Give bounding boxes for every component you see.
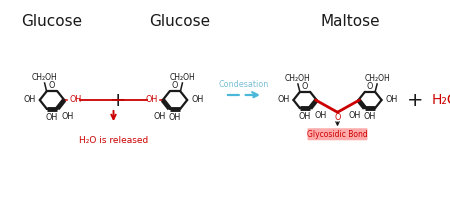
Text: Condesation: Condesation — [219, 80, 269, 89]
Text: O: O — [302, 82, 308, 91]
Text: O: O — [334, 113, 341, 122]
Text: OH: OH — [191, 96, 203, 104]
Text: +: + — [110, 91, 126, 109]
Text: +: + — [407, 91, 423, 109]
Text: OH: OH — [169, 113, 181, 122]
Text: O: O — [49, 81, 55, 90]
Text: CH₂OH: CH₂OH — [364, 74, 390, 83]
Text: OH: OH — [349, 111, 361, 120]
Text: OH: OH — [61, 112, 74, 121]
Text: CH₂OH: CH₂OH — [32, 73, 58, 82]
Text: Glucose: Glucose — [22, 14, 82, 29]
Text: O: O — [367, 82, 373, 91]
Text: OH: OH — [46, 113, 58, 122]
Text: Glucose: Glucose — [149, 14, 211, 29]
Text: H₂O: H₂O — [432, 93, 450, 107]
Text: CH₂OH: CH₂OH — [285, 74, 311, 83]
Text: O: O — [172, 81, 178, 90]
Text: Maltose: Maltose — [320, 14, 380, 29]
Text: CH₂OH: CH₂OH — [170, 73, 195, 82]
Text: OH: OH — [277, 96, 289, 104]
Text: Glycosidic Bond: Glycosidic Bond — [307, 130, 368, 139]
FancyBboxPatch shape — [307, 128, 368, 140]
Text: H₂O is released: H₂O is released — [79, 136, 148, 145]
Text: OH: OH — [69, 96, 81, 104]
Text: OH: OH — [314, 111, 326, 120]
Text: OH: OH — [23, 96, 36, 104]
Text: OH: OH — [364, 112, 376, 121]
Text: OH: OH — [386, 96, 398, 104]
Text: OH: OH — [153, 112, 166, 121]
Text: OH: OH — [299, 112, 311, 121]
Text: OH: OH — [145, 96, 158, 104]
